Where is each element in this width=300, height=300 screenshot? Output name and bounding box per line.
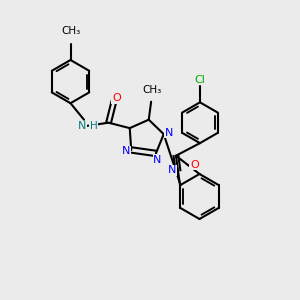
Text: H: H bbox=[90, 121, 98, 131]
Text: N: N bbox=[168, 166, 176, 176]
Text: N: N bbox=[165, 128, 173, 138]
Text: CH₃: CH₃ bbox=[61, 26, 80, 36]
Text: O: O bbox=[112, 93, 121, 103]
Text: Cl: Cl bbox=[194, 75, 206, 85]
Text: N: N bbox=[122, 146, 130, 157]
Text: CH₃: CH₃ bbox=[142, 85, 162, 95]
Text: N: N bbox=[153, 155, 162, 165]
Text: O: O bbox=[190, 160, 199, 170]
Text: N: N bbox=[78, 121, 86, 131]
